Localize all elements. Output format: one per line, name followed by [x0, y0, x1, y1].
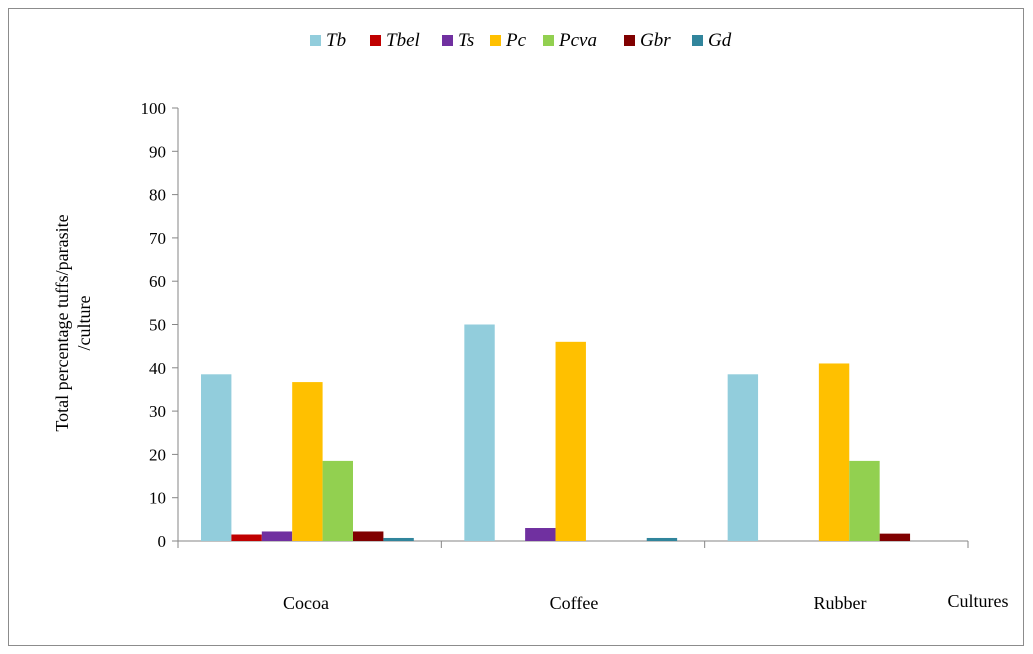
bar-ts-coffee	[525, 528, 556, 541]
legend-swatch-ts	[442, 35, 453, 46]
x-category-label: Coffee	[550, 593, 599, 613]
legend-label-ts: Ts	[458, 30, 474, 51]
y-tick-label: 50	[149, 316, 166, 335]
legend-label-gbr: Gbr	[640, 30, 671, 51]
legend-label-gd: Gd	[708, 30, 732, 51]
legend-swatch-tb	[310, 35, 321, 46]
legend-label-pcva: Pcva	[558, 30, 597, 51]
x-axis: Cocoa Coffee Rubber	[177, 540, 969, 613]
bar-pcva-rubber	[849, 460, 880, 541]
y-tick-label: 80	[149, 186, 166, 205]
bar-gd-coffee	[646, 537, 678, 541]
bar-gbr-rubber	[879, 533, 911, 541]
y-tick-label: 0	[158, 532, 167, 551]
y-tick-label: 70	[149, 229, 166, 248]
legend-swatch-gd	[692, 35, 703, 46]
legend-label-tbel: Tbel	[386, 30, 420, 51]
y-axis: 0 10 20 30 40 50 60 70 80 90 100	[141, 99, 179, 551]
x-axis-title: Cultures	[948, 591, 1009, 611]
y-tick-label: 10	[149, 489, 166, 508]
bar-pc-cocoa	[292, 382, 323, 541]
legend-swatch-tbel	[370, 35, 381, 46]
y-tick-label: 40	[149, 359, 166, 378]
y-tick-label: 30	[149, 402, 166, 421]
bar-tb-rubber	[727, 374, 759, 541]
y-tick-label: 90	[149, 142, 166, 161]
legend-swatch-pcva	[543, 35, 554, 46]
y-axis-title-line-2: /culture	[74, 296, 94, 351]
bar-tbel-cocoa	[231, 534, 262, 541]
bar-pcva-cocoa	[322, 460, 353, 541]
bar-tb-coffee	[464, 324, 495, 541]
y-axis-title-line-1: Total percentage tuffs/parasite	[52, 214, 72, 431]
bar-tb-cocoa	[201, 374, 232, 541]
legend: Tb Tbel Ts Pc Pcva Gbr Gd	[310, 30, 732, 51]
y-tick-label: 60	[149, 272, 166, 291]
y-tick-label: 100	[141, 99, 167, 118]
bar-pc-rubber	[818, 363, 850, 541]
bar-ts-cocoa	[261, 531, 293, 541]
legend-label-pc: Pc	[505, 30, 527, 51]
x-category-label: Rubber	[814, 593, 867, 613]
bars	[201, 324, 911, 541]
legend-swatch-pc	[490, 35, 501, 46]
y-tick-label: 20	[149, 445, 166, 464]
legend-label-tb: Tb	[326, 30, 346, 51]
x-category-label: Cocoa	[283, 593, 329, 613]
bar-gbr-cocoa	[353, 531, 384, 541]
bar-pc-coffee	[555, 341, 586, 541]
legend-swatch-gbr	[624, 35, 635, 46]
bar-gd-cocoa	[383, 537, 414, 541]
